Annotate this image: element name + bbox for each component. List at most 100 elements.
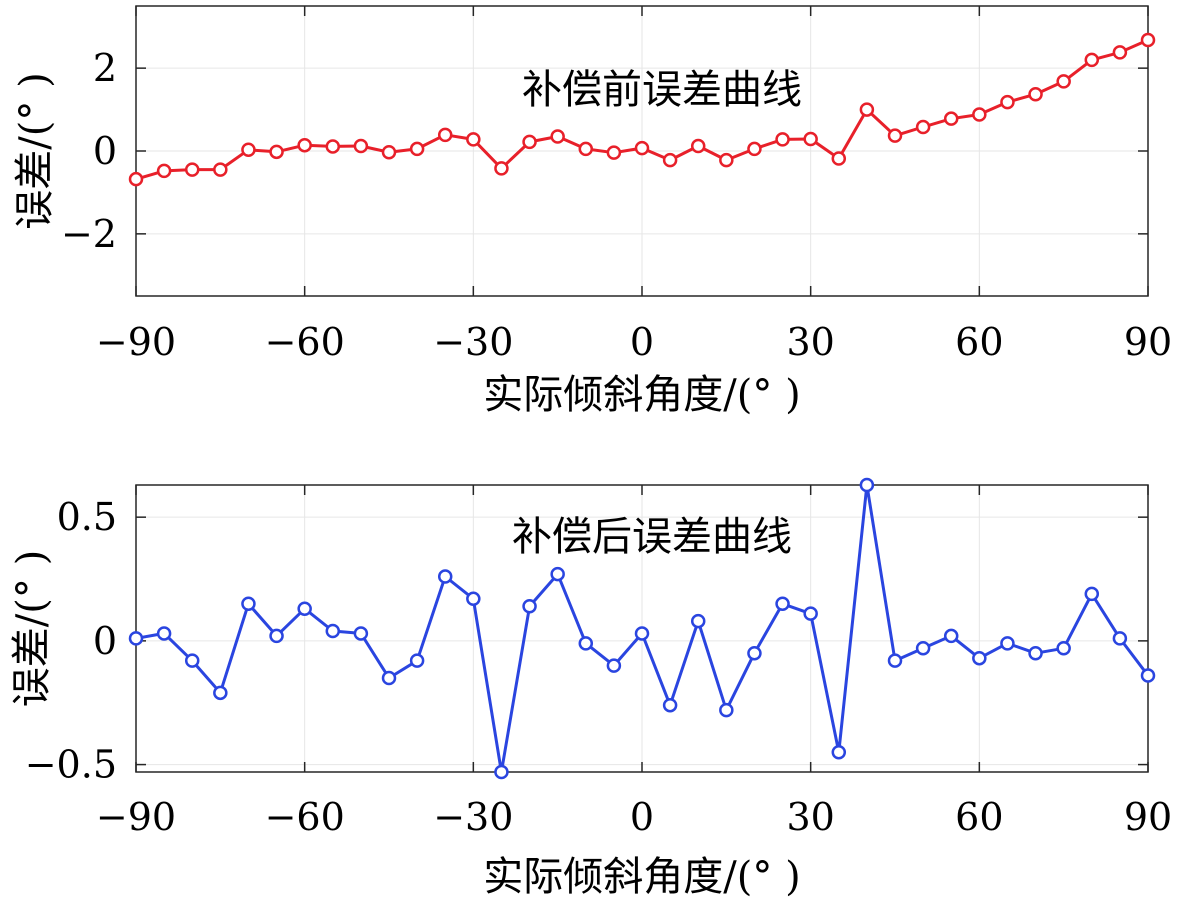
data-point: [241, 142, 256, 158]
data-point: [943, 628, 959, 644]
data-point: [606, 658, 622, 673]
data-point: [325, 139, 341, 154]
data-point: [747, 645, 762, 661]
data-point: [213, 685, 228, 701]
data-point: [662, 152, 678, 168]
data-point: [269, 628, 284, 644]
x-tick-label: −30: [433, 320, 513, 364]
data-point: [578, 636, 594, 651]
x-tick-label: −90: [96, 320, 176, 364]
data-point: [887, 128, 903, 143]
x-axis-title: 实际倾斜角度/(° ): [483, 372, 800, 418]
data-point: [662, 697, 678, 713]
data-point: [353, 626, 369, 641]
data-point: [128, 171, 144, 187]
data-point: [550, 566, 565, 582]
y-tick-label: 2: [93, 46, 117, 90]
data-point: [550, 129, 565, 144]
data-point: [466, 591, 481, 607]
y-tick-label: 0.5: [57, 495, 117, 539]
x-tick-label: 30: [786, 320, 834, 364]
data-point: [887, 653, 903, 668]
data-point: [1000, 94, 1015, 110]
data-point: [606, 145, 622, 160]
data-point: [381, 670, 397, 686]
data-point: [409, 653, 425, 668]
data-point: [213, 162, 228, 177]
data-point: [1140, 32, 1156, 48]
data-point: [522, 134, 537, 150]
data-point: [803, 606, 818, 621]
data-point: [437, 127, 453, 143]
x-tick-label: 60: [955, 320, 1003, 364]
data-point: [859, 102, 875, 117]
y-tick-label: −2: [61, 212, 117, 256]
chart-panel-2: −90 −60 −30 0 30 60 90 0.5 0 −0.5 补偿后误差曲线实际倾斜角度/(°…: [9, 477, 1172, 900]
x-axis-title: 实际倾斜角度/(° ): [483, 854, 800, 900]
data-point: [690, 138, 706, 154]
data-point: [297, 137, 312, 153]
data-point: [1140, 668, 1156, 683]
data-point: [128, 631, 144, 646]
data-point: [1084, 52, 1100, 68]
x-tick-label: 30: [786, 795, 834, 839]
data-point: [269, 144, 284, 160]
data-point: [381, 144, 397, 160]
data-point: [634, 626, 650, 641]
data-point: [494, 764, 509, 780]
x-tick-label: −60: [265, 795, 345, 839]
data-point: [775, 596, 790, 612]
data-point: [156, 163, 172, 179]
data-point: [1056, 641, 1071, 656]
y-axis-title: 误差/(° ): [12, 72, 58, 229]
data-point: [831, 151, 847, 166]
data-point: [437, 569, 453, 584]
x-tick-label: 90: [1124, 795, 1172, 839]
data-point: [409, 141, 425, 157]
x-tick-label: 60: [955, 795, 1003, 839]
x-tick-label: 0: [630, 320, 654, 364]
data-point: [325, 623, 341, 639]
x-tick-label: −90: [96, 795, 176, 839]
data-point: [719, 702, 734, 718]
y-axis-title: 误差/(° ): [9, 550, 55, 707]
data-point: [972, 650, 987, 666]
data-point: [297, 601, 312, 616]
data-point: [831, 744, 847, 760]
y-tick-label: −0.5: [25, 743, 117, 787]
data-point: [747, 141, 762, 157]
data-point: [719, 152, 734, 168]
data-point: [494, 161, 509, 176]
data-point: [859, 477, 875, 493]
chart-title: 补偿前误差曲线: [522, 67, 802, 113]
data-point: [1056, 74, 1071, 89]
data-point: [915, 641, 931, 656]
data-point: [353, 138, 369, 154]
data-point: [241, 596, 256, 612]
data-point: [1000, 636, 1015, 651]
data-point: [634, 140, 650, 156]
data-point: [775, 132, 790, 147]
data-point: [690, 613, 706, 629]
data-point: [1112, 45, 1128, 60]
data-point: [1028, 645, 1043, 661]
x-tick-label: 0: [630, 795, 654, 839]
x-tick-label: 90: [1124, 320, 1172, 364]
x-tick-label: −30: [433, 795, 513, 839]
data-point: [1084, 586, 1100, 602]
data-point: [1112, 631, 1128, 646]
data-point: [972, 107, 987, 122]
data-point: [915, 119, 931, 135]
data-point: [578, 141, 594, 157]
data-point: [522, 598, 537, 614]
data-point: [943, 111, 959, 126]
data-point: [466, 132, 481, 147]
data-point: [184, 653, 200, 668]
chart-title: 补偿后误差曲线: [512, 514, 792, 560]
data-point: [156, 626, 172, 641]
y-tick-label: 0: [93, 129, 117, 173]
data-point: [1028, 86, 1043, 102]
data-point: [803, 131, 818, 147]
